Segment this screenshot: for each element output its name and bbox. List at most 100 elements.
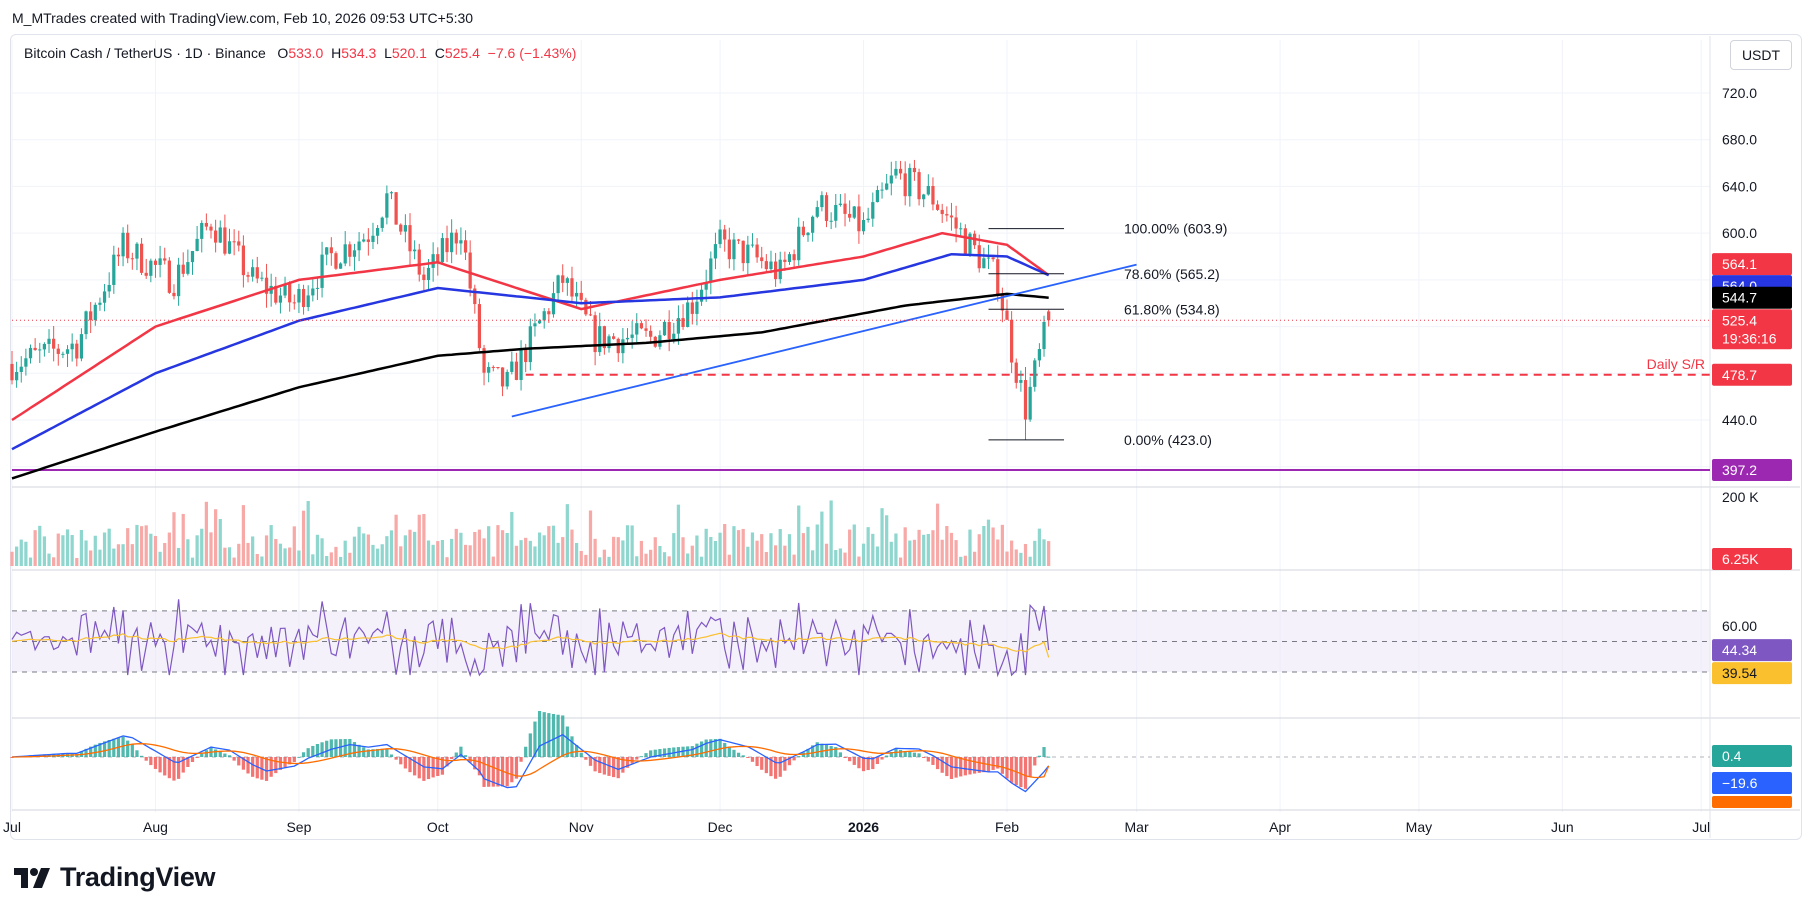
candle xyxy=(551,293,556,315)
candle xyxy=(190,251,195,263)
macd-histogram-bar xyxy=(778,757,782,777)
macd-histogram-bar xyxy=(750,757,755,762)
volume-bar xyxy=(672,533,676,566)
symbol-name[interactable]: Bitcoin Cash / TetherUS · 1D · Binance xyxy=(24,45,266,61)
macd-signal-tag xyxy=(1712,796,1792,808)
candle xyxy=(1037,349,1042,361)
volume-bar xyxy=(736,530,741,566)
macd-histogram-bar xyxy=(945,757,949,777)
volume-bar xyxy=(1042,539,1046,566)
volume-bar xyxy=(264,535,269,566)
macd-histogram-bar xyxy=(667,747,671,757)
volume-bar xyxy=(931,530,935,566)
macd-histogram-bar xyxy=(908,751,912,757)
candle xyxy=(496,367,500,369)
volume-bar xyxy=(764,551,768,566)
time-axis-tick: Nov xyxy=(569,819,594,835)
price-tag xyxy=(1712,309,1792,350)
volume-bar xyxy=(61,535,65,566)
volume-bar xyxy=(797,505,801,566)
tradingview-logo[interactable]: TradingView xyxy=(14,862,216,893)
time-axis-tick: Feb xyxy=(995,819,1019,835)
volume-bar xyxy=(84,540,88,566)
candle xyxy=(366,239,370,242)
candle xyxy=(815,207,819,217)
volume-bar xyxy=(598,557,602,566)
macd-histogram-bar xyxy=(144,757,148,761)
candle xyxy=(436,254,440,263)
chart-frame xyxy=(10,34,1802,840)
macd-histogram-bar xyxy=(84,748,88,757)
macd-histogram-bar xyxy=(288,757,292,765)
time-axis-tick: Jun xyxy=(1551,819,1574,835)
candle xyxy=(625,337,630,340)
macd-histogram-bar xyxy=(394,757,398,760)
macd-histogram-bar xyxy=(593,757,597,772)
volume-bar xyxy=(940,539,944,566)
candle xyxy=(917,172,921,200)
candle xyxy=(1005,310,1009,320)
macd-histogram-bar xyxy=(482,757,486,787)
volume-bar xyxy=(468,545,472,566)
candle xyxy=(602,326,606,349)
volume-bar xyxy=(815,524,819,566)
volume-bar xyxy=(570,529,574,566)
candle xyxy=(949,215,954,218)
volume-bar xyxy=(255,554,259,566)
grid-lines xyxy=(11,40,1710,812)
macd-histogram-bar xyxy=(917,753,921,757)
open-label: O xyxy=(277,45,289,61)
candle xyxy=(1042,322,1046,350)
volume-bar xyxy=(496,525,500,566)
volume-bar xyxy=(1033,540,1037,566)
volume-bar xyxy=(408,529,412,566)
macd-histogram-bar xyxy=(413,757,417,776)
macd-histogram-bar xyxy=(176,757,181,779)
volume-bar xyxy=(417,514,421,566)
volume-bar xyxy=(866,527,870,566)
candle xyxy=(338,263,343,269)
macd-histogram-bar xyxy=(690,746,694,757)
volume-bar xyxy=(963,555,967,566)
macd-histogram-bar xyxy=(311,745,315,757)
volume-bar xyxy=(315,534,320,566)
volume-bar xyxy=(602,549,606,566)
volume-bar xyxy=(676,504,681,566)
candle xyxy=(760,257,764,262)
candle xyxy=(986,257,991,259)
currency-button[interactable]: USDT xyxy=(1730,40,1792,70)
candle xyxy=(61,353,65,355)
macd-histogram-bar xyxy=(227,755,232,757)
volume-axis-tick: 200 K xyxy=(1722,489,1759,505)
ascending-trendline xyxy=(511,263,1137,418)
volume-bar xyxy=(491,556,495,566)
candle xyxy=(982,258,986,269)
macd-histogram-bar xyxy=(399,757,403,765)
time-axis-tick: Oct xyxy=(427,819,449,835)
volume-bar xyxy=(912,539,917,566)
volume-bar xyxy=(204,501,208,566)
candle xyxy=(843,203,847,214)
fib-level-label: 0.00% (423.0) xyxy=(1124,432,1212,448)
volume-bar xyxy=(251,536,255,566)
price-axis-tick: 440.0 xyxy=(1722,412,1757,428)
macd-histogram-bar xyxy=(325,740,329,757)
volume-bar xyxy=(954,540,958,566)
candle xyxy=(320,254,324,288)
volume-bar xyxy=(612,536,616,566)
candle xyxy=(922,194,926,200)
macd-histogram-bar xyxy=(695,743,699,757)
volume-bar xyxy=(130,544,134,566)
macd-tag xyxy=(1712,772,1792,794)
macd-histogram-bar xyxy=(528,733,532,757)
candle xyxy=(491,366,495,368)
candle xyxy=(797,226,801,261)
candle xyxy=(334,253,338,269)
macd-histogram-bar xyxy=(232,757,236,761)
macd-histogram-bar xyxy=(672,747,676,757)
attribution-text: M_MTrades created with TradingView.com, … xyxy=(12,10,474,26)
volume-bar xyxy=(778,529,782,566)
volume-bar xyxy=(972,551,977,566)
volume-bar xyxy=(561,537,565,566)
